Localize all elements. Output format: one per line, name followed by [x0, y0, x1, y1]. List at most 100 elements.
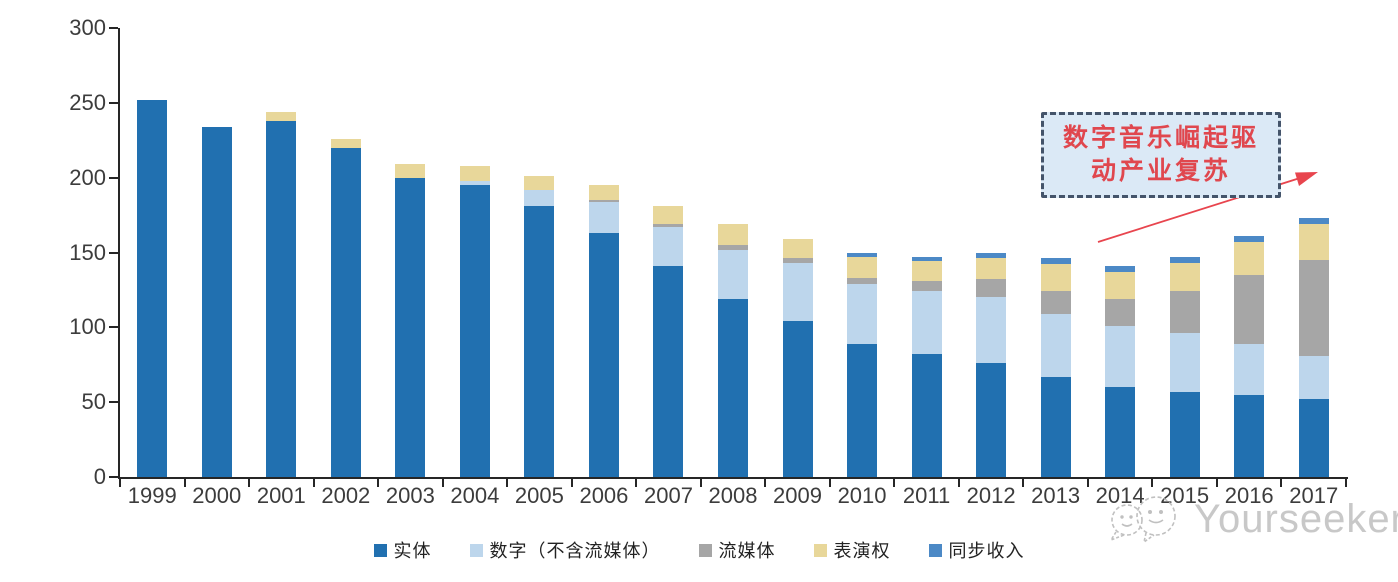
x-axis-label: 1999 [127, 483, 177, 508]
bar-segment [266, 120, 297, 477]
x-tick [1215, 479, 1218, 487]
chart-legend: 实体 数字（不含流媒体） 流媒体 表演权 同步收入 [0, 537, 1398, 563]
bar-segment [653, 206, 684, 225]
bar-segment [1298, 259, 1329, 356]
x-tick [893, 479, 896, 487]
bar-segment [524, 189, 555, 207]
x-axis-label: 2016 [1224, 483, 1274, 508]
legend-label: 流媒体 [718, 541, 776, 561]
annotation-callout: 数字音乐崛起驱 动产业复苏 [1041, 112, 1281, 198]
bar-segment [395, 177, 426, 477]
bar-segment [137, 99, 168, 477]
bar-segment [653, 265, 684, 477]
bar-segment [847, 252, 878, 257]
bar-segment [1234, 394, 1265, 477]
y-axis-label: 300 [69, 15, 106, 40]
x-axis-label: 2007 [643, 483, 693, 508]
x-tick [764, 479, 767, 487]
bar-segment [1169, 333, 1200, 392]
x-axis-label: 2017 [1289, 483, 1339, 508]
bar-segment [1298, 224, 1329, 260]
bar-segment [1169, 256, 1200, 263]
legend-item: 实体 [373, 537, 432, 563]
legend-item: 表演权 [813, 537, 891, 563]
bar-segment [976, 279, 1007, 298]
bar-segment [1105, 325, 1136, 388]
x-tick [1280, 479, 1283, 487]
legend-label: 数字（不含流媒体） [489, 541, 661, 561]
bar-segment [718, 249, 748, 299]
y-axis-label: 100 [69, 314, 106, 340]
legend-item: 流媒体 [698, 537, 776, 563]
x-tick [699, 479, 702, 487]
bar-segment [847, 283, 878, 344]
bar-segment [588, 185, 619, 201]
bar-segment [330, 147, 361, 477]
x-tick [957, 479, 960, 487]
bar-segment [847, 277, 878, 284]
bar-segment [459, 165, 490, 181]
legend-label: 表演权 [833, 541, 891, 561]
x-tick [506, 479, 509, 487]
bar-segment [459, 180, 490, 186]
x-axis-label: 2014 [1095, 483, 1145, 508]
yourseeker-logo-icon [1109, 496, 1176, 544]
x-axis-label: 2001 [256, 483, 306, 508]
bar-segment [976, 297, 1007, 364]
y-tick [109, 401, 118, 404]
bar-segment [976, 363, 1007, 477]
bar-segment [1298, 355, 1329, 400]
x-tick [183, 479, 186, 487]
bar-segment [911, 280, 942, 292]
watermark: Yourseeker [1104, 492, 1398, 546]
bar-segment [1169, 291, 1200, 334]
x-tick [441, 479, 444, 487]
y-axis-label: 200 [69, 164, 106, 190]
annotation-line2: 动产业复苏 [1090, 158, 1231, 185]
y-axis-label: 50 [81, 389, 106, 415]
bar-segment [524, 176, 555, 190]
legend-label: 实体 [393, 541, 432, 561]
bar-segment [1169, 391, 1200, 477]
y-tick [109, 326, 118, 329]
bar-segment [911, 256, 942, 262]
bar-segment [266, 111, 297, 121]
x-axis-label: 2009 [773, 483, 822, 508]
bar-segment [976, 258, 1007, 280]
bar-segment [330, 138, 361, 148]
legend-swatch [469, 543, 483, 557]
bar-segment [1040, 258, 1071, 265]
x-axis-label: 2011 [902, 483, 951, 508]
bar-segment [395, 164, 426, 178]
bar-segment [459, 185, 490, 477]
annotation-line1: 数字音乐崛起驱 [1062, 125, 1259, 152]
y-axis-label: 250 [69, 89, 106, 115]
bar-segment [847, 343, 878, 477]
bar-segment [1105, 265, 1136, 272]
x-axis-label: 2013 [1031, 483, 1081, 508]
bar-segment [782, 262, 813, 322]
x-tick [1151, 479, 1154, 487]
bar-segment [1040, 376, 1071, 477]
bar-segment [847, 256, 878, 278]
bar-segment [1169, 262, 1200, 292]
bar-segment [1040, 313, 1071, 377]
bar-segment [782, 321, 813, 477]
y-tick [109, 476, 118, 478]
bar-segment [1105, 298, 1136, 326]
y-tick [109, 251, 118, 254]
x-axis-label: 2006 [579, 483, 629, 508]
x-axis-label: 2015 [1160, 483, 1210, 508]
x-axis-label: 2010 [837, 483, 887, 508]
bar-segment [718, 245, 748, 250]
x-axis-label: 2008 [708, 483, 758, 508]
x-axis-label: 2012 [966, 483, 1016, 508]
legend-item: 同步收入 [928, 537, 1025, 563]
y-tick [109, 27, 118, 29]
bar-segment [976, 252, 1007, 259]
x-tick [248, 479, 251, 487]
bar-segment [653, 227, 684, 266]
x-tick [1345, 479, 1347, 487]
